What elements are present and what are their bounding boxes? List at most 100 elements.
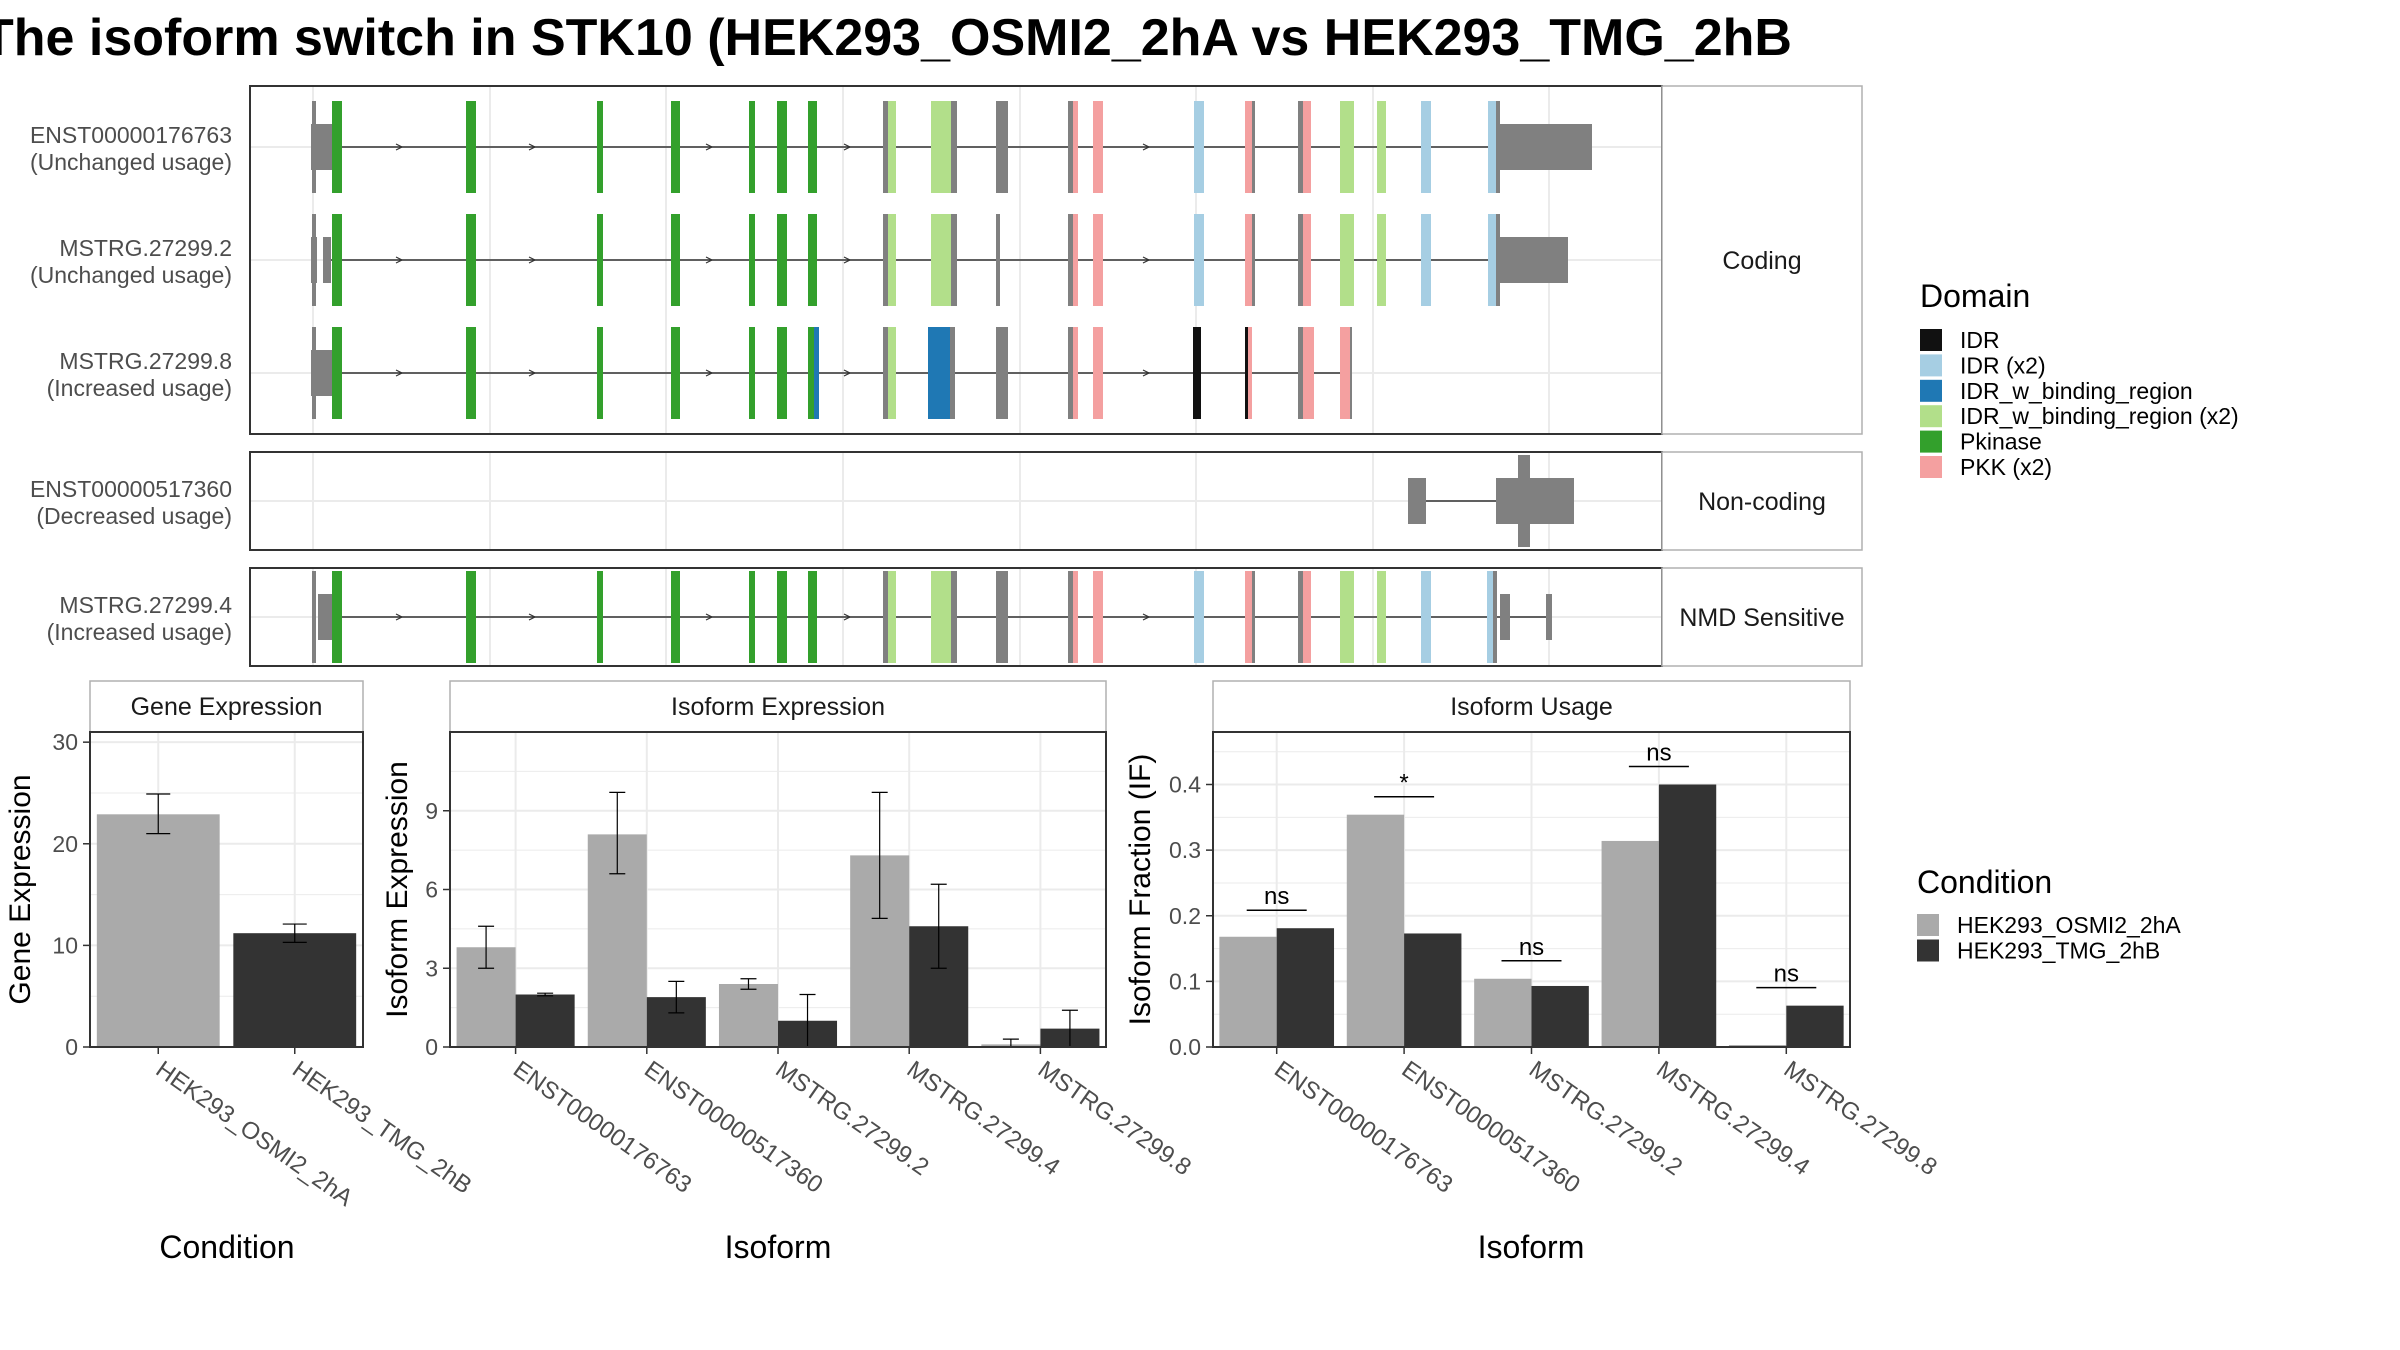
exon-block — [311, 350, 332, 396]
exon-block — [1073, 214, 1078, 306]
exon-block — [777, 101, 787, 193]
y-tick-label: 20 — [52, 831, 78, 857]
y-tick-label: 0.2 — [1169, 903, 1201, 929]
exon-block — [1248, 327, 1252, 419]
exon-block — [1303, 327, 1314, 419]
bar — [1658, 784, 1717, 1047]
exon-block — [1377, 214, 1386, 306]
exon-block — [777, 214, 787, 306]
exon-block — [1298, 571, 1303, 663]
figure-title: The isoform switch in STK10 (HEK293_OSMI… — [0, 9, 1792, 67]
bar — [1219, 936, 1277, 1047]
exon-block — [951, 571, 957, 663]
y-tick-label: 0.1 — [1169, 968, 1201, 994]
exon-block — [466, 101, 476, 193]
exon-block — [332, 571, 342, 663]
exon-block — [671, 571, 680, 663]
transcript-usage-label: (Unchanged usage) — [30, 149, 232, 175]
exon-block — [671, 101, 680, 193]
bar — [1474, 978, 1532, 1047]
expression-charts: Gene ExpressionHEK293_OSMI2_2hAHEK293_TM… — [4, 680, 1942, 1265]
significance-label: ns — [1646, 740, 1671, 767]
direction-arrow — [843, 613, 852, 621]
direction-arrow — [705, 613, 714, 621]
bar — [1531, 985, 1589, 1047]
exon-block — [888, 571, 896, 663]
exon-block — [1245, 214, 1252, 306]
exon-block — [597, 214, 603, 306]
exon-block — [1496, 101, 1500, 193]
y-tick-label: 3 — [425, 955, 438, 981]
transcript-row: MSTRG.27299.2(Unchanged usage) — [30, 214, 1568, 306]
bar — [1601, 840, 1659, 1047]
y-tick-label: 10 — [52, 932, 78, 958]
direction-arrow — [843, 369, 852, 377]
legend-label: PKK (x2) — [1960, 454, 2052, 480]
exon-block — [466, 327, 476, 419]
exon-block — [1500, 124, 1592, 170]
facet-strip-label: Coding — [1722, 247, 1801, 275]
exon-block — [883, 571, 888, 663]
exon-block — [1488, 214, 1496, 306]
direction-arrow — [395, 369, 404, 377]
exon-block — [671, 327, 680, 419]
direction-arrow — [395, 143, 404, 151]
exon-block — [1421, 101, 1431, 193]
exon-block — [951, 101, 957, 193]
significance-label: ns — [1774, 961, 1799, 988]
exon-block — [1350, 327, 1352, 419]
exon-block — [1303, 571, 1311, 663]
facet-strip — [1661, 567, 1863, 667]
exon-block — [888, 101, 896, 193]
exon-block — [996, 571, 1008, 663]
x-axis-title: Isoform — [1478, 1229, 1585, 1265]
transcript-row: ENST00000176763(Unchanged usage) — [30, 101, 1592, 193]
exon-block — [1245, 327, 1248, 419]
exon-block — [1500, 237, 1568, 283]
chart-strip — [449, 680, 1107, 733]
exon-block — [1500, 594, 1510, 640]
structure-panel-nmd-sensitive: MSTRG.27299.4(Increased usage) NMD Sensit… — [47, 567, 1863, 667]
direction-arrow — [705, 369, 714, 377]
transcript-usage-label: (Decreased usage) — [36, 503, 232, 529]
direction-arrow — [843, 143, 852, 151]
exon-block — [1340, 214, 1354, 306]
bar — [96, 814, 220, 1047]
direction-arrow — [528, 256, 537, 264]
legend-swatch-idr-x2- — [1920, 354, 1942, 377]
direction-arrow — [395, 613, 404, 621]
exon-block — [312, 214, 316, 306]
exon-block — [996, 327, 1008, 419]
transcript-id-label: ENST00000176763 — [30, 122, 232, 148]
facet-strip — [1661, 85, 1863, 435]
bar — [1346, 814, 1405, 1047]
y-axis-title: Isoform Expression — [381, 761, 414, 1018]
exon-block — [466, 571, 476, 663]
exon-block — [1298, 214, 1303, 306]
exon-block — [332, 101, 342, 193]
exon-block — [312, 327, 316, 419]
y-tick-label: 0.3 — [1169, 837, 1201, 863]
exon-block — [1488, 101, 1496, 193]
y-tick-label: 0 — [65, 1034, 78, 1060]
legend-swatch-idr-w-binding-region — [1920, 379, 1942, 402]
exon-block — [883, 214, 888, 306]
transcript-id-label: MSTRG.27299.4 — [59, 592, 232, 618]
exon-block — [1496, 214, 1500, 306]
y-axis-title: Isoform Fraction (IF) — [1124, 754, 1157, 1026]
direction-arrow — [705, 143, 714, 151]
exon-block — [1496, 478, 1574, 524]
chart-frame — [89, 731, 364, 1048]
exon-block — [888, 327, 896, 419]
exon-block — [1252, 214, 1255, 306]
y-tick-label: 9 — [425, 798, 438, 824]
exon-block — [1518, 455, 1530, 547]
direction-arrow — [528, 613, 537, 621]
exon-block — [466, 214, 476, 306]
exon-block — [597, 571, 603, 663]
exon-block — [1093, 571, 1103, 663]
direction-arrow — [843, 256, 852, 264]
exon-block — [332, 214, 342, 306]
direction-arrow — [1142, 256, 1151, 264]
